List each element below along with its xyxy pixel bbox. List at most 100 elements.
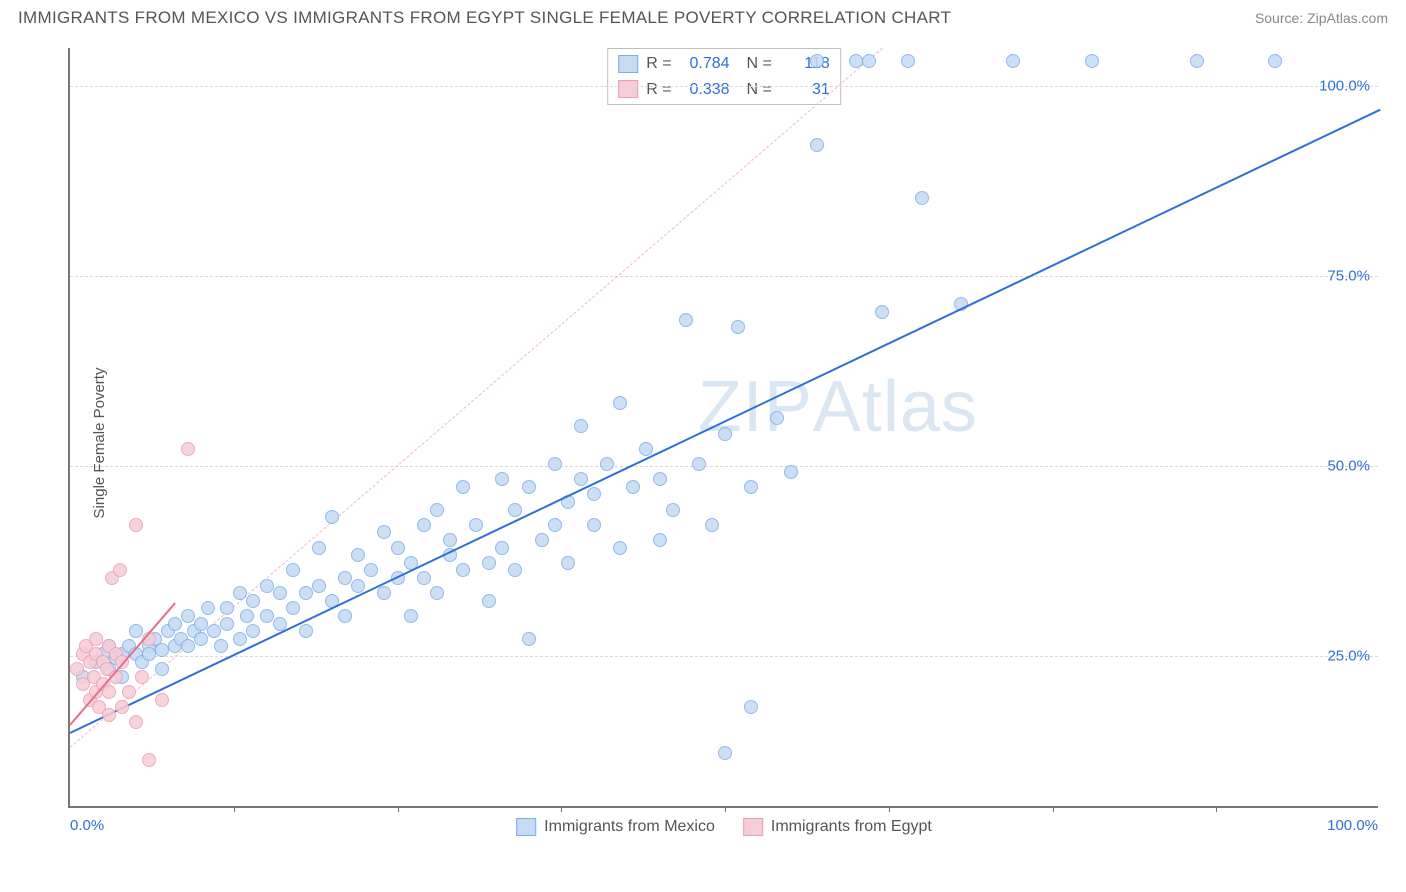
data-point [482, 594, 496, 608]
data-point [391, 541, 405, 555]
data-point [194, 617, 208, 631]
data-point [246, 594, 260, 608]
data-point [901, 54, 915, 68]
data-point [561, 556, 575, 570]
data-point [214, 639, 228, 653]
bottom-legend: Immigrants from Mexico Immigrants from E… [516, 818, 932, 836]
stats-legend-box: R = 0.784 N = 118 R = 0.338 N = 31 [607, 48, 841, 105]
data-point [168, 617, 182, 631]
data-point [260, 579, 274, 593]
legend-label-mexico: Immigrants from Mexico [544, 818, 715, 836]
data-point [548, 518, 562, 532]
data-point [417, 571, 431, 585]
data-point [181, 609, 195, 623]
data-point [155, 662, 169, 676]
data-point [508, 503, 522, 517]
legend-swatch-mexico [516, 818, 536, 836]
gridline [70, 276, 1378, 277]
stats-row-egypt: R = 0.338 N = 31 [618, 77, 830, 103]
data-point [70, 662, 84, 676]
data-point [653, 533, 667, 547]
x-tick-left: 0.0% [70, 817, 104, 834]
data-point [705, 518, 719, 532]
data-point [535, 533, 549, 547]
data-point [770, 411, 784, 425]
swatch-egypt [618, 80, 638, 98]
data-point [129, 518, 143, 532]
data-point [351, 548, 365, 562]
data-point [430, 586, 444, 600]
data-point [338, 609, 352, 623]
data-point [194, 632, 208, 646]
data-point [155, 693, 169, 707]
data-point [679, 313, 693, 327]
data-point [1085, 54, 1099, 68]
data-point [299, 586, 313, 600]
data-point [810, 138, 824, 152]
x-tick-right: 100.0% [1327, 817, 1378, 834]
data-point [653, 472, 667, 486]
data-point [613, 396, 627, 410]
source-label: Source: ZipAtlas.com [1255, 10, 1388, 26]
data-point [122, 685, 136, 699]
x-tick-mark [561, 806, 562, 812]
x-tick-mark [1053, 806, 1054, 812]
data-point [338, 571, 352, 585]
trend-line [70, 109, 1381, 734]
data-point [744, 700, 758, 714]
data-point [312, 579, 326, 593]
data-point [220, 617, 234, 631]
x-tick-mark [889, 806, 890, 812]
gridline [70, 466, 1378, 467]
data-point [548, 457, 562, 471]
data-point [364, 563, 378, 577]
data-point [692, 457, 706, 471]
data-point [135, 670, 149, 684]
data-point [351, 579, 365, 593]
data-point [404, 609, 418, 623]
x-tick-mark [725, 806, 726, 812]
data-point [142, 753, 156, 767]
data-point [142, 647, 156, 661]
data-point [744, 480, 758, 494]
data-point [181, 639, 195, 653]
data-point [574, 419, 588, 433]
data-point [260, 609, 274, 623]
data-point [587, 487, 601, 501]
data-point [240, 609, 254, 623]
data-point [102, 685, 116, 699]
data-point [417, 518, 431, 532]
data-point [522, 632, 536, 646]
data-point [181, 442, 195, 456]
data-point [233, 586, 247, 600]
data-point [325, 510, 339, 524]
data-point [1268, 54, 1282, 68]
data-point [626, 480, 640, 494]
y-tick-label: 100.0% [1319, 78, 1370, 95]
legend-swatch-egypt [743, 818, 763, 836]
data-point [495, 541, 509, 555]
data-point [810, 54, 824, 68]
data-point [915, 191, 929, 205]
data-point [129, 624, 143, 638]
swatch-mexico [618, 55, 638, 73]
data-point [443, 533, 457, 547]
legend-item-egypt: Immigrants from Egypt [743, 818, 932, 836]
data-point [220, 601, 234, 615]
watermark: ZIPAtlas [698, 366, 978, 448]
x-tick-mark [398, 806, 399, 812]
r-value-egypt: 0.338 [680, 77, 730, 103]
r-value-mexico: 0.784 [680, 51, 730, 77]
chart-container: Single Female Poverty ZIPAtlas R = 0.784… [20, 38, 1390, 848]
data-point [286, 601, 300, 615]
data-point [456, 563, 470, 577]
data-point [246, 624, 260, 638]
data-point [207, 624, 221, 638]
data-point [233, 632, 247, 646]
stats-row-mexico: R = 0.784 N = 118 [618, 51, 830, 77]
legend-label-egypt: Immigrants from Egypt [771, 818, 932, 836]
data-point [862, 54, 876, 68]
y-tick-label: 25.0% [1327, 648, 1370, 665]
data-point [377, 586, 391, 600]
y-tick-label: 75.0% [1327, 268, 1370, 285]
